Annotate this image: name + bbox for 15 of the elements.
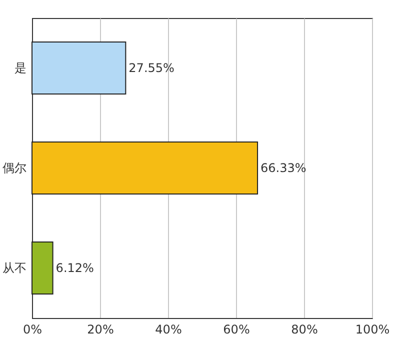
data-label: 27.55% bbox=[128, 61, 174, 75]
bar bbox=[32, 242, 54, 294]
y-tick-label: 从不 bbox=[2, 261, 26, 275]
bar bbox=[32, 42, 126, 94]
x-tick-label: 100% bbox=[355, 322, 390, 336]
x-tick-label: 80% bbox=[291, 322, 318, 336]
data-label: 6.12% bbox=[56, 261, 94, 275]
x-tick-label: 0% bbox=[22, 322, 42, 336]
x-tick-label: 40% bbox=[155, 322, 182, 336]
x-tick-label: 20% bbox=[87, 322, 114, 336]
data-label: 66.33% bbox=[260, 161, 306, 175]
x-tick-label: 60% bbox=[223, 322, 250, 336]
y-tick-label: 是 bbox=[14, 61, 26, 75]
y-tick-label: 偶尔 bbox=[2, 161, 26, 175]
bar bbox=[32, 142, 258, 194]
